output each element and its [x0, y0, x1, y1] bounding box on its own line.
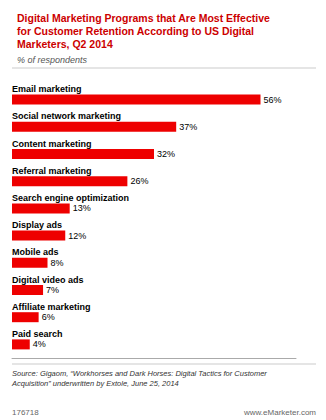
- svg-text:Digital Marketing Programs tha: Digital Marketing Programs that Are Most…: [17, 12, 270, 24]
- svg-text:Affiliate marketing: Affiliate marketing: [12, 302, 91, 312]
- svg-text:4%: 4%: [33, 339, 46, 349]
- svg-text:Content marketing: Content marketing: [12, 139, 92, 149]
- svg-text:Email marketing: Email marketing: [12, 84, 82, 94]
- svg-text:Display ads: Display ads: [12, 220, 62, 230]
- svg-text:6%: 6%: [42, 312, 55, 322]
- svg-text:% of respondents: % of respondents: [17, 55, 88, 65]
- svg-text:www.eMarketer.com: www.eMarketer.com: [243, 408, 316, 417]
- svg-text:Referral marketing: Referral marketing: [12, 166, 92, 176]
- svg-text:Digital video ads: Digital video ads: [12, 275, 84, 285]
- svg-text:Source: Gigaom, “Workhorses an: Source: Gigaom, “Workhorses and Dark Hor…: [12, 369, 267, 378]
- svg-text:26%: 26%: [130, 176, 148, 186]
- svg-text:13%: 13%: [73, 203, 91, 213]
- svg-text:56%: 56%: [264, 95, 282, 105]
- svg-text:Search engine optimization: Search engine optimization: [12, 193, 129, 203]
- svg-text:7%: 7%: [46, 285, 59, 295]
- svg-text:for Customer Retention Accordi: for Customer Retention According to US D…: [17, 25, 254, 37]
- svg-text:37%: 37%: [179, 122, 197, 132]
- svg-text:Paid search: Paid search: [12, 329, 63, 339]
- svg-text:Social network marketing: Social network marketing: [12, 111, 121, 121]
- svg-text:12%: 12%: [68, 231, 86, 241]
- svg-text:176718: 176718: [12, 408, 39, 417]
- svg-text:8%: 8%: [51, 258, 64, 268]
- svg-text:32%: 32%: [157, 149, 175, 159]
- svg-text:Mobile ads: Mobile ads: [12, 247, 59, 257]
- svg-text:Marketers, Q2 2014: Marketers, Q2 2014: [17, 38, 113, 50]
- svg-text:Acquisition” underwritten by E: Acquisition” underwritten by Extole, Jun…: [11, 379, 179, 388]
